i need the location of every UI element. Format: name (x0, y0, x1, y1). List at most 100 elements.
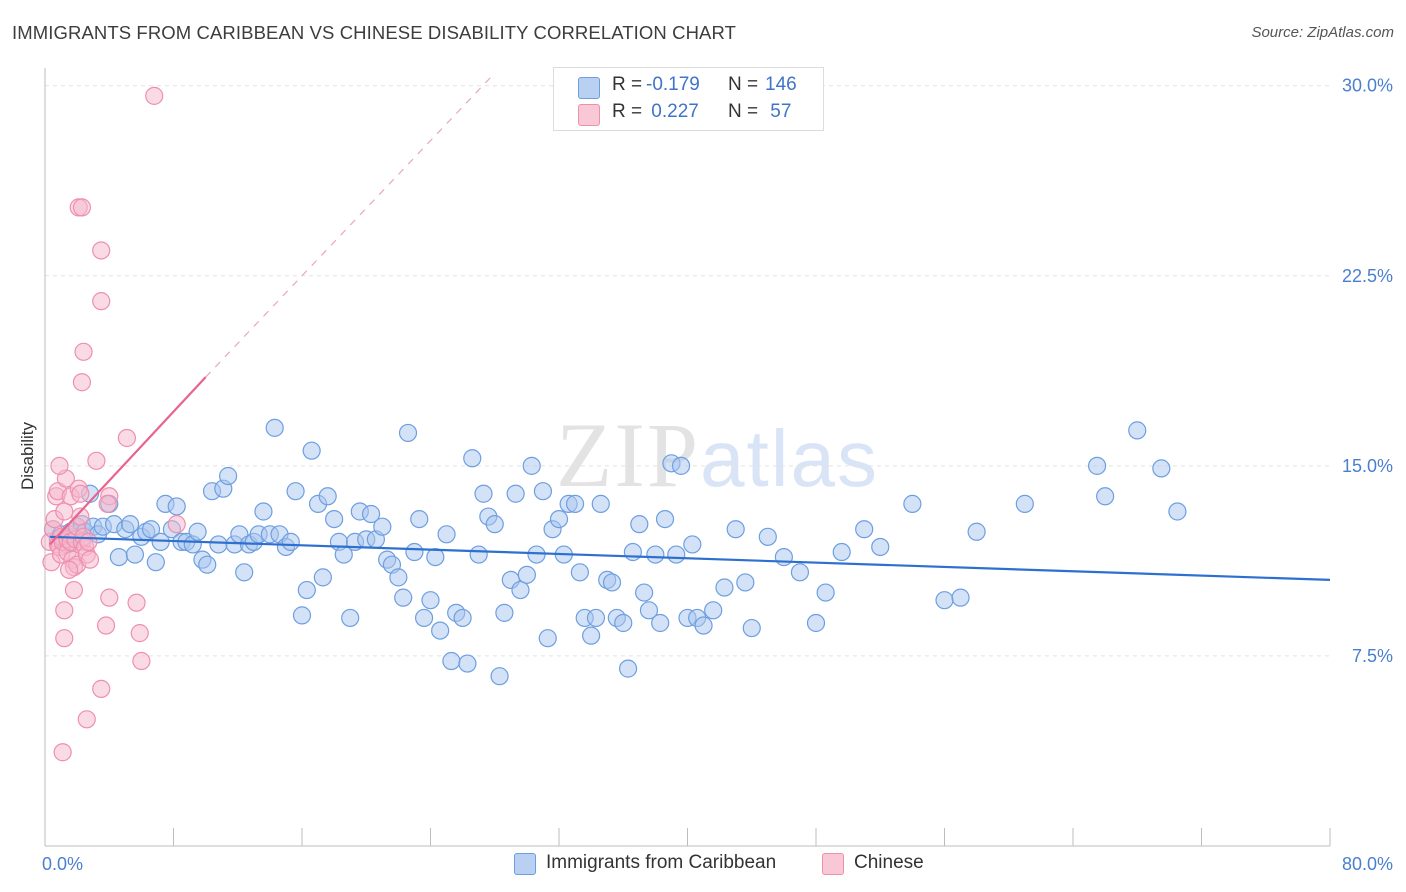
y-axis-label: Disability (18, 421, 37, 490)
caribbean-point (198, 555, 217, 574)
chinese-point (145, 86, 164, 105)
caribbean-point (463, 449, 482, 468)
chinese-point (64, 580, 84, 600)
y-tick-label: 22.5% (1342, 266, 1393, 286)
caribbean-point (313, 568, 332, 587)
caribbean-point (398, 423, 418, 443)
trend-lines (49, 72, 1331, 582)
chinese-point (55, 601, 74, 620)
chinese-point (79, 532, 98, 551)
caribbean-point (506, 484, 525, 503)
caribbean-point (623, 542, 642, 562)
chinese-point (72, 198, 92, 217)
caribbean-point (903, 494, 922, 513)
caribbean-point (426, 548, 445, 567)
chinese-point (50, 456, 69, 475)
caribbean-point (318, 487, 337, 506)
caribbean-point (694, 616, 713, 635)
trend-line-caribbean (49, 535, 1331, 582)
caribbean-point (602, 573, 622, 592)
caribbean-point (286, 482, 305, 501)
caribbean-point (405, 542, 424, 562)
caribbean-point (437, 525, 456, 544)
legend-r-label: R = (612, 101, 648, 122)
source-credit: Source: ZipAtlas.com (1251, 24, 1394, 41)
caribbean-point (726, 520, 745, 539)
caribbean-point (410, 509, 429, 529)
caribbean-point (790, 563, 810, 582)
caribbean-point (614, 613, 633, 633)
caribbean-point (292, 606, 312, 625)
caribbean-point (517, 565, 536, 584)
caribbean-point (474, 484, 493, 503)
chinese-point (71, 484, 90, 503)
caribbean-point (219, 466, 238, 486)
watermark: ZIPatlas (556, 402, 879, 508)
caribbean-point (967, 522, 986, 541)
caribbean-point (1168, 502, 1187, 521)
legend-n-value: 57 (765, 101, 792, 122)
caribbean-point (442, 651, 461, 671)
chinese-point (59, 560, 79, 579)
caribbean-point (325, 509, 344, 529)
chinese-point (77, 710, 96, 729)
caribbean-point (485, 515, 504, 534)
chinese-point (53, 743, 72, 762)
caribbean-point (125, 545, 145, 564)
chinese-point (132, 651, 151, 671)
bottom-legend-label-caribbean: Immigrants from Caribbean (546, 852, 777, 873)
legend-r-label: R = (612, 74, 648, 95)
chinese-point (80, 550, 100, 569)
caribbean-point (431, 621, 450, 640)
caribbean-point (630, 515, 649, 534)
chinese-point (167, 515, 186, 534)
x-tick-label-min: 0.0% (42, 854, 83, 874)
caribbean-point (394, 588, 413, 607)
series-chinese (40, 86, 186, 762)
chinese-point (74, 342, 93, 361)
chinese-point (87, 451, 106, 470)
chinese-point (55, 502, 74, 521)
caribbean-point (832, 542, 851, 562)
caribbean-point (565, 494, 585, 513)
caribbean-point (469, 545, 488, 564)
chinese-point (92, 292, 111, 311)
caribbean-point (341, 608, 360, 628)
caribbean-point (1096, 487, 1115, 506)
caribbean-point (495, 603, 514, 622)
caribbean-point (511, 580, 530, 600)
caribbean-point (758, 527, 777, 546)
caribbean-point (704, 601, 723, 620)
caribbean-point (582, 626, 601, 645)
caribbean-point (265, 418, 284, 437)
caribbean-point (527, 545, 546, 564)
caribbean-point (816, 583, 835, 602)
caribbean-point (522, 456, 541, 475)
caribbean-point (235, 563, 254, 582)
caribbean-point (297, 580, 316, 600)
caribbean-point (302, 441, 321, 460)
caribbean-point (209, 535, 228, 554)
caribbean-point (618, 659, 638, 678)
caribbean-point (806, 613, 826, 633)
y-tick-label: 30.0% (1342, 76, 1393, 96)
caribbean-point (646, 545, 665, 564)
legend-swatch-pink (578, 104, 600, 126)
bottom-legend-swatch-pink (822, 853, 844, 875)
caribbean-point (655, 509, 675, 529)
chinese-point (92, 679, 111, 698)
x-tick-label-max: 80.0% (1342, 854, 1393, 874)
caribbean-point (671, 456, 691, 475)
y-tick-label: 7.5% (1352, 646, 1393, 666)
legend-n-value: 146 (765, 74, 797, 95)
chinese-point (55, 629, 74, 648)
caribbean-point (458, 654, 477, 673)
caribbean-point (281, 532, 300, 551)
caribbean-point (361, 504, 381, 524)
caribbean-point (141, 520, 161, 539)
caribbean-point (951, 588, 970, 607)
axes (44, 68, 1330, 847)
caribbean-point (736, 573, 755, 592)
caribbean-point (389, 568, 408, 587)
